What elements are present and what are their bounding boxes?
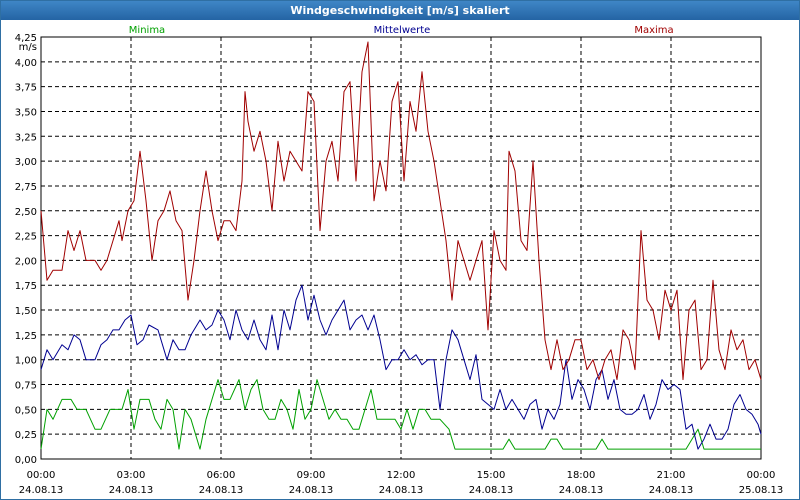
- y-tick-label: 0,75: [15, 381, 37, 392]
- legend-entry-maxima: Maxima: [634, 25, 673, 36]
- x-tick-date: 24.08.13: [289, 485, 334, 496]
- y-tick-label: 0,50: [15, 405, 37, 416]
- x-tick-date: 24.08.13: [109, 485, 154, 496]
- y-tick-label: 3,25: [15, 132, 37, 143]
- y-tick-label: 2,75: [15, 182, 37, 193]
- y-axis: 0,00 0,25 0,50 0,75 1,00 1,25 1,50 1,75 2,00 2,25…: [15, 33, 37, 466]
- chart-grid: [41, 37, 761, 459]
- y-tick-label: 3,75: [15, 83, 37, 94]
- legend: Minima Mittelwerte Maxima: [129, 25, 674, 36]
- y-tick-label: 0,00: [15, 455, 37, 466]
- y-tick-label: 2,00: [15, 256, 37, 267]
- window-title: Windgeschwindigkeit [m/s] skaliert: [1, 1, 799, 20]
- x-tick-time: 06:00: [207, 470, 236, 481]
- x-tick-time: 00:00: [27, 470, 56, 481]
- y-tick-label: 0,25: [15, 430, 37, 441]
- x-tick-date: 24.08.13: [379, 485, 424, 496]
- x-tick-date: 25.08.13: [739, 485, 784, 496]
- x-tick-time: 18:00: [567, 470, 596, 481]
- y-tick-label: 1,00: [15, 356, 37, 367]
- series-line-maxima: [40, 41, 762, 381]
- x-tick-time: 15:00: [477, 470, 506, 481]
- x-tick-time: 21:00: [657, 470, 686, 481]
- x-tick-date: 24.08.13: [649, 485, 694, 496]
- x-tick-date: 24.08.13: [559, 485, 604, 496]
- y-axis-label: m/s: [19, 42, 37, 53]
- x-tick-date: 24.08.13: [19, 485, 64, 496]
- x-tick-time: 09:00: [297, 470, 326, 481]
- wind-speed-chart: 0,00 0,25 0,50 0,75 1,00 1,25 1,50 1,75 2,00 2,25…: [15, 25, 784, 496]
- legend-entry-mittelwerte: Mittelwerte: [374, 25, 431, 36]
- y-tick-label: 3,50: [15, 107, 37, 118]
- plot-frame: [40, 36, 762, 460]
- y-tick-label: 1,75: [15, 281, 37, 292]
- legend-entry-minima: Minima: [129, 25, 165, 36]
- y-tick-label: 1,50: [15, 306, 37, 317]
- x-axis: 00:00 24.08.13 03:00 24.08.13 06:00 24.08.13 0…: [19, 470, 784, 496]
- y-tick-label: 4,00: [15, 58, 37, 69]
- x-tick-date: 24.08.13: [199, 485, 244, 496]
- y-tick-label: 2,50: [15, 207, 37, 218]
- x-tick-time: 12:00: [387, 470, 416, 481]
- x-tick-date: 24.08.13: [469, 485, 514, 496]
- y-tick-label: 1,25: [15, 331, 37, 342]
- series-line-minima: [40, 379, 761, 450]
- series-lines: [40, 41, 762, 450]
- y-tick-label: 2,25: [15, 232, 37, 243]
- series-line-mittelwerte: [40, 284, 762, 450]
- x-tick-time: 03:00: [117, 470, 146, 481]
- y-tick-label: 4,25: [15, 33, 37, 44]
- x-tick-time: 00:00: [747, 470, 776, 481]
- y-tick-label: 3,00: [15, 157, 37, 168]
